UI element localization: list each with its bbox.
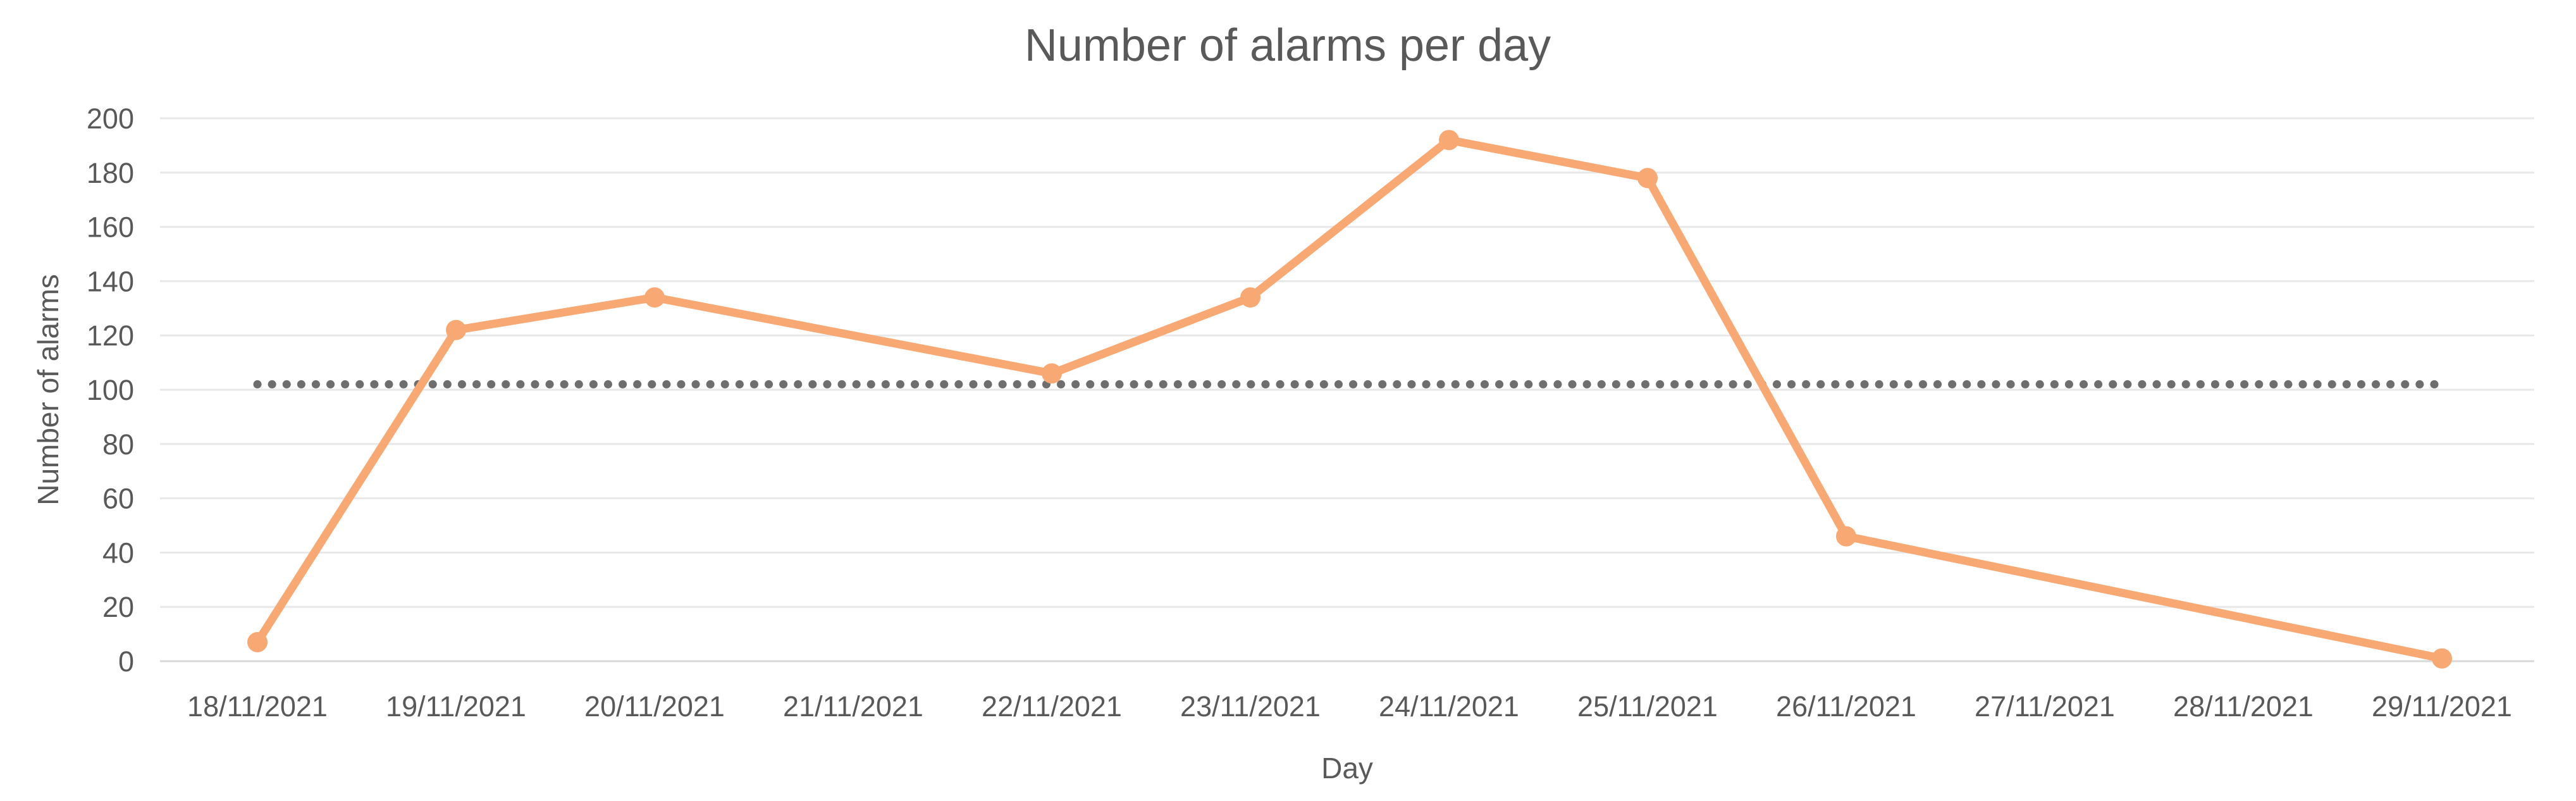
data-point-marker	[2432, 648, 2452, 669]
x-tick-label: 20/11/2021	[584, 690, 725, 723]
y-tick-label: 80	[102, 428, 134, 461]
data-point-marker	[1439, 130, 1459, 151]
y-tick-label: 140	[87, 265, 134, 297]
x-tick-label: 25/11/2021	[1577, 690, 1718, 723]
data-point-marker	[1836, 526, 1856, 547]
data-point-marker	[446, 320, 466, 340]
data-point-marker	[247, 631, 268, 652]
data-point-marker	[644, 287, 665, 308]
plot-area: 0 20 40 60 80 100 120 140 160 180 200 18/11/2021 19/…	[87, 102, 2534, 723]
x-tick-label: 24/11/2021	[1379, 690, 1519, 723]
x-tick-label: 18/11/2021	[187, 690, 328, 723]
data-point-marker	[1240, 287, 1260, 308]
x-tick-label: 19/11/2021	[386, 690, 526, 723]
y-tick-label: 200	[87, 102, 134, 135]
y-tick-label: 120	[87, 320, 134, 352]
x-tick-label: 22/11/2021	[982, 690, 1122, 723]
x-tick-label: 28/11/2021	[2173, 690, 2314, 723]
x-tick-label: 29/11/2021	[2372, 690, 2512, 723]
x-tick-label: 27/11/2021	[1975, 690, 2115, 723]
y-tick-label: 0	[118, 645, 134, 678]
x-tick-label: 23/11/2021	[1180, 690, 1321, 723]
y-tick-label: 100	[87, 374, 134, 406]
y-tick-label: 20	[102, 591, 134, 623]
y-axis-title: Number of alarms	[32, 274, 65, 506]
data-point-marker	[1637, 168, 1658, 189]
x-axis-title: Day	[1321, 752, 1373, 785]
y-tick-label: 40	[102, 537, 134, 569]
series-line	[253, 135, 2446, 663]
data-point-marker	[1042, 363, 1062, 384]
chart-title: Number of alarms per day	[1025, 20, 1551, 71]
x-tick-label: 26/11/2021	[1776, 690, 1916, 723]
y-tick-label: 180	[87, 157, 134, 189]
y-tick-label: 160	[87, 211, 134, 244]
y-tick-label: 60	[102, 483, 134, 515]
x-tick-label: 21/11/2021	[783, 690, 923, 723]
